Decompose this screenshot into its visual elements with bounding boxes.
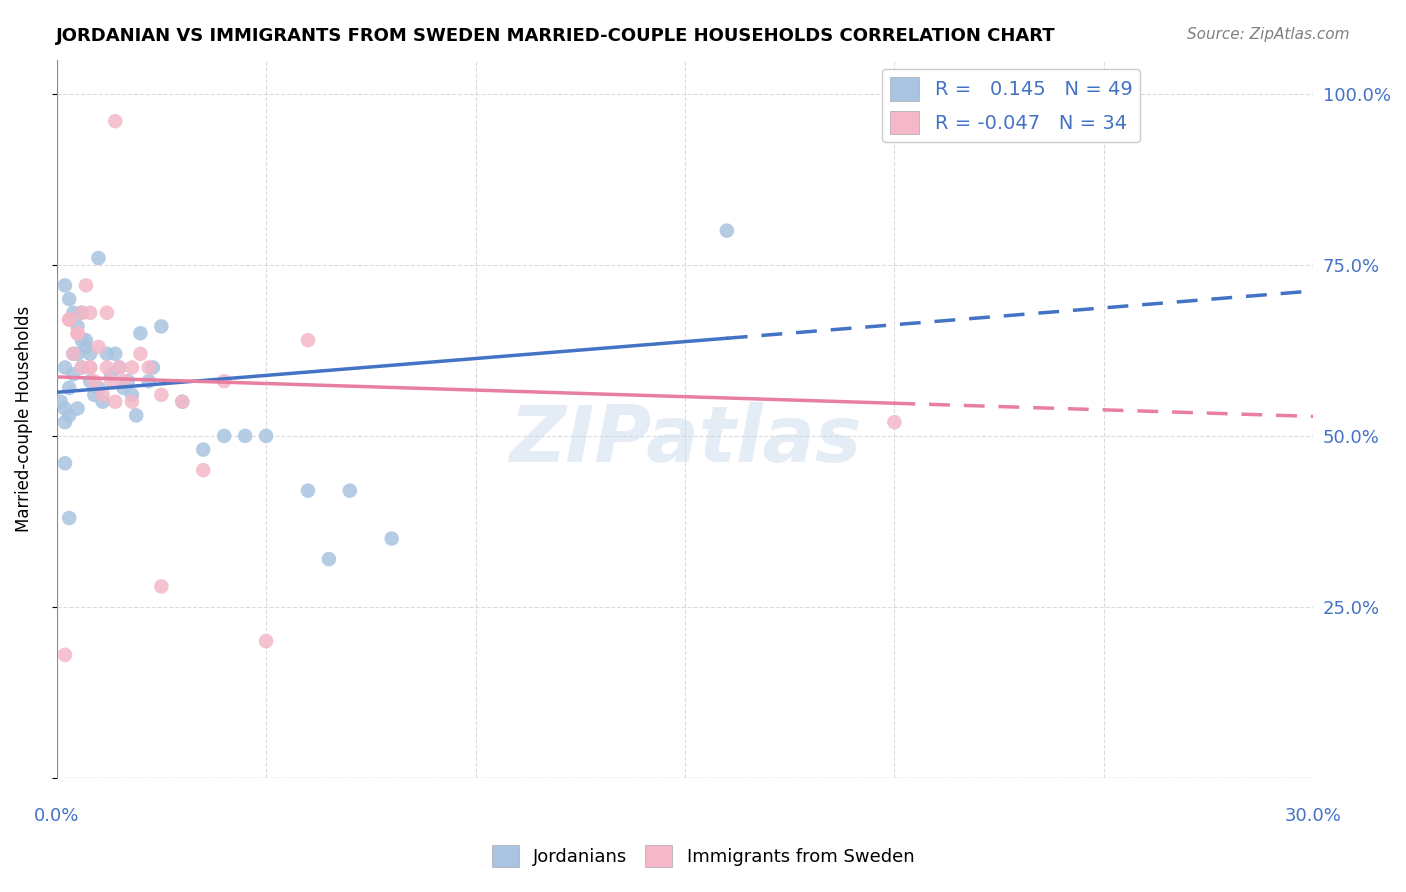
Point [66,326,89,341]
Point [297,333,319,347]
Point [87,340,110,354]
Text: 30.0%: 30.0% [1285,806,1341,825]
Point [66,401,89,416]
Point [66,319,89,334]
Point [75,333,97,347]
Point [70,306,93,320]
Point [58,312,80,326]
Point [53,648,76,662]
Point [104,114,127,128]
Point [138,374,160,388]
Point [104,347,127,361]
Point [91,388,114,402]
Point [70,306,93,320]
Point [66,326,89,341]
Point [53,401,76,416]
Point [58,381,80,395]
Point [53,456,76,470]
Point [49,394,72,409]
Text: JORDANIAN VS IMMIGRANTS FROM SWEDEN MARRIED-COUPLE HOUSEHOLDS CORRELATION CHART: JORDANIAN VS IMMIGRANTS FROM SWEDEN MARR… [56,27,1056,45]
Point [112,381,135,395]
Point [716,224,738,238]
Point [112,374,135,388]
Point [70,360,93,375]
Point [53,415,76,429]
Point [62,347,84,361]
Point [96,306,118,320]
Point [318,552,340,566]
Point [58,511,80,525]
Point [129,326,152,341]
Point [70,360,93,375]
Point [172,394,194,409]
Point [212,374,235,388]
Point [104,394,127,409]
Point [62,347,84,361]
Point [79,374,101,388]
Point [83,374,105,388]
Point [91,394,114,409]
Point [79,360,101,375]
Point [129,347,152,361]
Point [100,374,122,388]
Point [79,360,101,375]
Point [125,409,148,423]
Point [66,347,89,361]
Point [87,381,110,395]
Point [62,306,84,320]
Text: 0.0%: 0.0% [34,806,79,825]
Point [53,360,76,375]
Point [297,483,319,498]
Point [233,429,256,443]
Point [172,394,194,409]
Point [58,409,80,423]
Point [138,360,160,375]
Point [193,442,215,457]
Text: Source: ZipAtlas.com: Source: ZipAtlas.com [1187,27,1350,42]
Legend: R =   0.145   N = 49, R = -0.047   N = 34: R = 0.145 N = 49, R = -0.047 N = 34 [882,70,1140,142]
Point [53,278,76,293]
Point [381,532,404,546]
Point [75,278,97,293]
Point [108,360,131,375]
Point [339,483,361,498]
Y-axis label: Married-couple Households: Married-couple Households [15,306,32,532]
Point [87,251,110,265]
Point [70,333,93,347]
Point [79,347,101,361]
Point [121,360,143,375]
Point [62,368,84,382]
Text: ZIPatlas: ZIPatlas [509,402,860,478]
Point [193,463,215,477]
Legend: Jordanians, Immigrants from Sweden: Jordanians, Immigrants from Sweden [484,838,922,874]
Point [100,368,122,382]
Point [150,388,173,402]
Point [883,415,905,429]
Point [150,319,173,334]
Point [75,340,97,354]
Point [96,360,118,375]
Point [58,312,80,326]
Point [83,388,105,402]
Point [58,292,80,306]
Point [79,306,101,320]
Point [108,360,131,375]
Point [117,374,139,388]
Point [150,579,173,593]
Point [254,634,277,648]
Point [96,347,118,361]
Point [121,388,143,402]
Point [142,360,165,375]
Point [212,429,235,443]
Point [254,429,277,443]
Point [121,394,143,409]
